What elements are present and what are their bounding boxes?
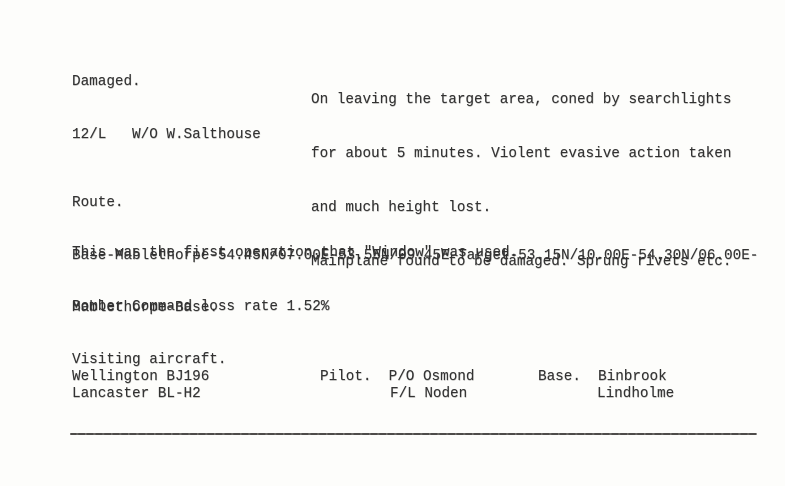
visiting-row-base: Base. Binbrook <box>538 369 667 385</box>
damaged-heading: Damaged. <box>72 74 141 90</box>
damaged-description: On leaving the target area, coned by sea… <box>311 55 731 307</box>
damaged-description-line: for about 5 minutes. Violent evasive act… <box>311 146 732 162</box>
route-line: Base-Mablethorpe-54.45N/07.00E-53.55N/09… <box>72 247 759 264</box>
damaged-description-line: Mainplane found to be damaged. Sprung ri… <box>311 254 732 270</box>
damaged-section: Damaged. 12/L W/O W.Salthouse <box>72 39 261 179</box>
visiting-row-base: Lindholme <box>597 386 675 402</box>
loss-rate-note: Bomber Command loss rate 1.52% <box>72 299 330 315</box>
route-section: Route. Base-Mablethorpe-54.45N/07.00E-53… <box>72 160 758 353</box>
visiting-aircraft-heading: Visiting aircraft. <box>72 352 227 368</box>
route-heading: Route. <box>72 195 124 211</box>
route-line: Mablethorpe-Base. <box>72 300 218 316</box>
visiting-row-aircraft: Lancaster BL-H2 <box>72 386 201 402</box>
visiting-row-pilot: F/L Noden <box>390 386 468 402</box>
damaged-entry-crew: 12/L W/O W.Salthouse <box>72 126 261 143</box>
visiting-row-pilot: Pilot. P/O Osmond <box>320 369 475 385</box>
window-note: This was the first operation that "Windo… <box>72 245 519 261</box>
damaged-description-line: and much height lost. <box>311 200 492 216</box>
visiting-row-aircraft: Wellington BJ196 <box>72 369 210 385</box>
damaged-description-line: On leaving the target area, coned by sea… <box>311 92 732 108</box>
typed-underscore-rule <box>70 433 757 435</box>
